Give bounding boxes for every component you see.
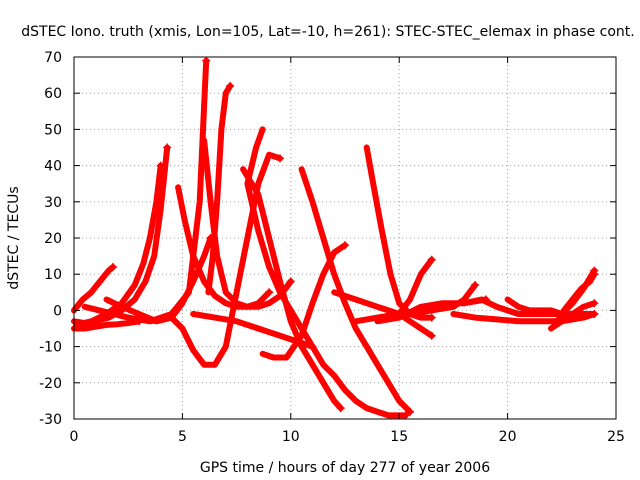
x-tick-label: 20 [499, 429, 517, 445]
series-end-marker [308, 342, 317, 351]
grid [74, 57, 616, 419]
plot-frame [73, 56, 617, 420]
series-line-24 [554, 271, 598, 325]
x-tick-label: 15 [390, 429, 408, 445]
series-line-14 [259, 242, 348, 361]
series-line-8 [146, 151, 283, 368]
series-line-4 [73, 162, 164, 328]
series-line-12 [244, 126, 409, 419]
series-line-10 [201, 137, 294, 310]
series-end-marker [427, 331, 436, 340]
series-end-marker [341, 241, 349, 250]
series-end-marker [275, 154, 284, 163]
series-end-marker [202, 56, 211, 65]
y-tick-label: -30 [39, 412, 62, 428]
x-axis-label: GPS time / hours of day 277 of year 2006 [200, 460, 490, 476]
y-tick-label: -20 [39, 376, 62, 392]
series-line-15 [298, 166, 413, 415]
series-end-marker [590, 299, 599, 308]
y-tick-label: -10 [39, 340, 62, 356]
x-tick-label: 5 [178, 429, 187, 445]
series-end-marker [471, 281, 480, 290]
y-axis-label: dSTEC / TECUs [6, 186, 22, 289]
series-end-marker [427, 255, 436, 264]
series-end-marker [156, 161, 165, 170]
series-end-marker [406, 407, 415, 416]
y-tick-label: 30 [44, 195, 62, 211]
y-tick-label: 70 [44, 50, 62, 66]
x-tick-label: 25 [607, 429, 625, 445]
series-line-9 [205, 83, 234, 296]
series-line-1 [71, 264, 116, 314]
x-tick-label: 10 [282, 429, 300, 445]
series-end-marker [336, 404, 345, 413]
series-end-marker [401, 411, 410, 420]
series-end-marker [427, 313, 436, 322]
series-line-18 [352, 256, 435, 325]
series-line-25 [548, 300, 598, 332]
series-end-marker [226, 81, 235, 90]
series-end-marker [163, 143, 172, 152]
y-tick-label: 60 [44, 86, 62, 102]
x-tick-label: 0 [70, 429, 79, 445]
series-end-marker [590, 310, 599, 319]
series-end-marker [590, 270, 599, 279]
y-tick-label: 10 [44, 267, 62, 283]
y-tick-label: 50 [44, 122, 62, 138]
series-end-marker [286, 277, 295, 286]
y-tick-label: 20 [44, 231, 62, 247]
axis-ticks: 0 5 10 15 20 25 -30 -20 -10 0 10 20 30 40 50 60 70 [39, 50, 625, 445]
y-tick-label: 40 [44, 159, 62, 175]
series-line-11 [240, 166, 344, 412]
series-line-2 [71, 318, 142, 332]
series-end-marker [265, 288, 274, 297]
chart-title: dSTEC Iono. truth (xmis, Lon=105, Lat=-1… [21, 24, 634, 40]
series-group [71, 56, 599, 420]
series-line-13 [190, 311, 316, 350]
series-line-21 [450, 311, 598, 325]
y-tick-label: 0 [53, 303, 62, 319]
series-end-marker [109, 262, 118, 271]
series-line-17 [363, 144, 435, 321]
